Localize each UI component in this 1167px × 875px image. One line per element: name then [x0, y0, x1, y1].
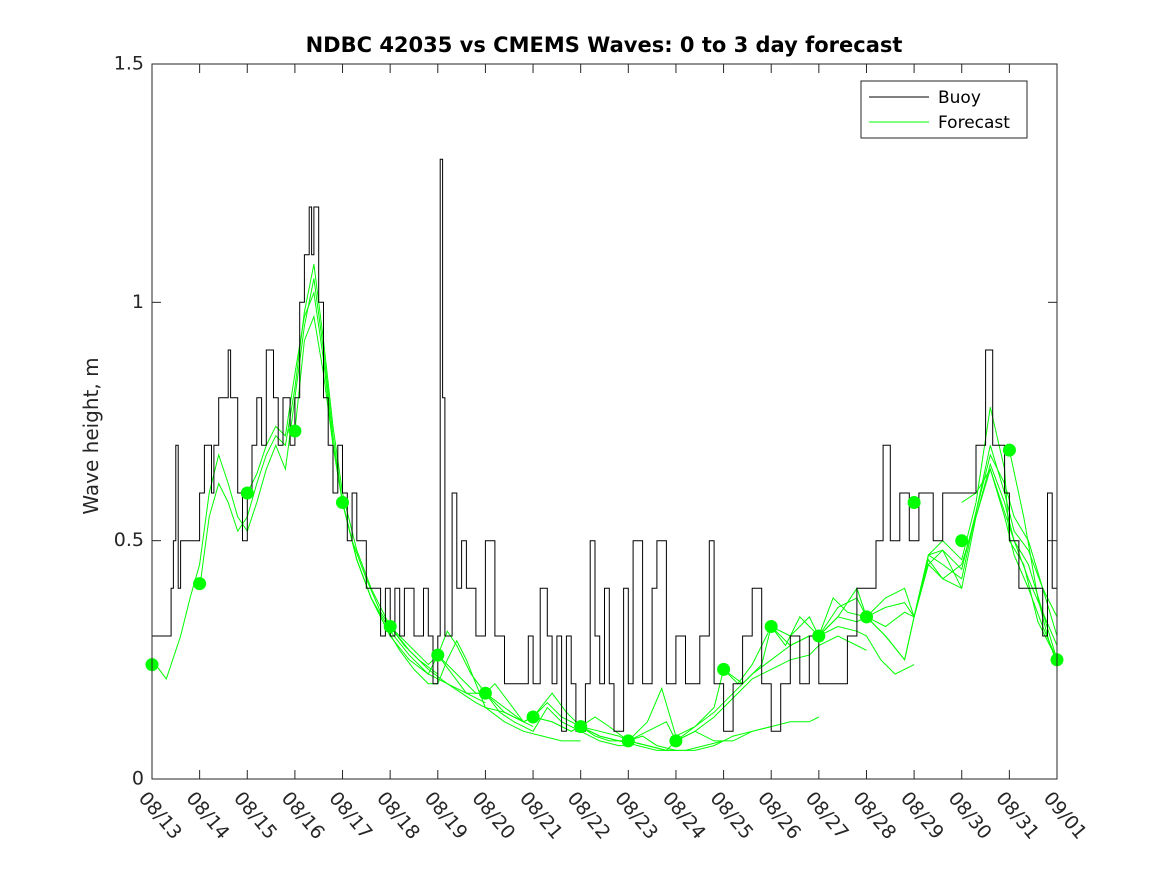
forecast-marker-18	[1002, 443, 1016, 457]
forecast-line-15	[866, 462, 1058, 646]
forecast-marker-1	[193, 577, 207, 591]
forecast-line-10	[627, 625, 915, 742]
y-axis-label: Wave height, m	[79, 357, 103, 514]
forecast-marker-17	[955, 534, 969, 548]
forecast-marker-9	[574, 720, 588, 734]
forecast-marker-8	[526, 710, 540, 724]
forecast-marker-12	[717, 662, 731, 676]
legend: Buoy Forecast	[860, 80, 1028, 139]
forecast-line-14	[818, 453, 1058, 637]
forecast-marker-10	[621, 734, 635, 748]
forecast-marker-7	[478, 686, 492, 700]
forecast-marker-11	[669, 734, 683, 748]
y-tick-label-1: 0.5	[114, 529, 144, 551]
y-tick-label-2: 1	[132, 291, 144, 313]
forecast-marker-2	[240, 486, 254, 500]
series-layer	[145, 158, 1064, 751]
legend-label-buoy: Buoy	[938, 88, 981, 108]
forecast-marker-14	[812, 629, 826, 643]
forecast-line-19	[1008, 449, 1058, 665]
forecast-line-1	[199, 264, 486, 704]
forecast-line-18	[1008, 540, 1058, 661]
forecast-marker-3	[288, 424, 302, 438]
forecast-marker-6	[431, 648, 445, 662]
forecast-marker-16	[907, 496, 921, 509]
buoy-line	[152, 158, 1057, 732]
chart-title: NDBC 42035 vs CMEMS Waves: 0 to 3 day fo…	[306, 33, 903, 57]
forecast-line-3	[294, 314, 581, 742]
forecast-marker-4	[336, 496, 349, 509]
y-tick-label-3: 1.5	[114, 53, 144, 75]
y-tick-label-0: 0	[132, 768, 144, 790]
forecast-marker-13	[764, 620, 778, 633]
forecast-marker-5	[383, 620, 397, 633]
forecast-marker-15	[860, 610, 873, 624]
legend-label-forecast: Forecast	[938, 113, 1010, 133]
forecast-line-0	[151, 278, 439, 680]
legend-box	[860, 80, 1028, 139]
axes-box	[151, 63, 1058, 780]
